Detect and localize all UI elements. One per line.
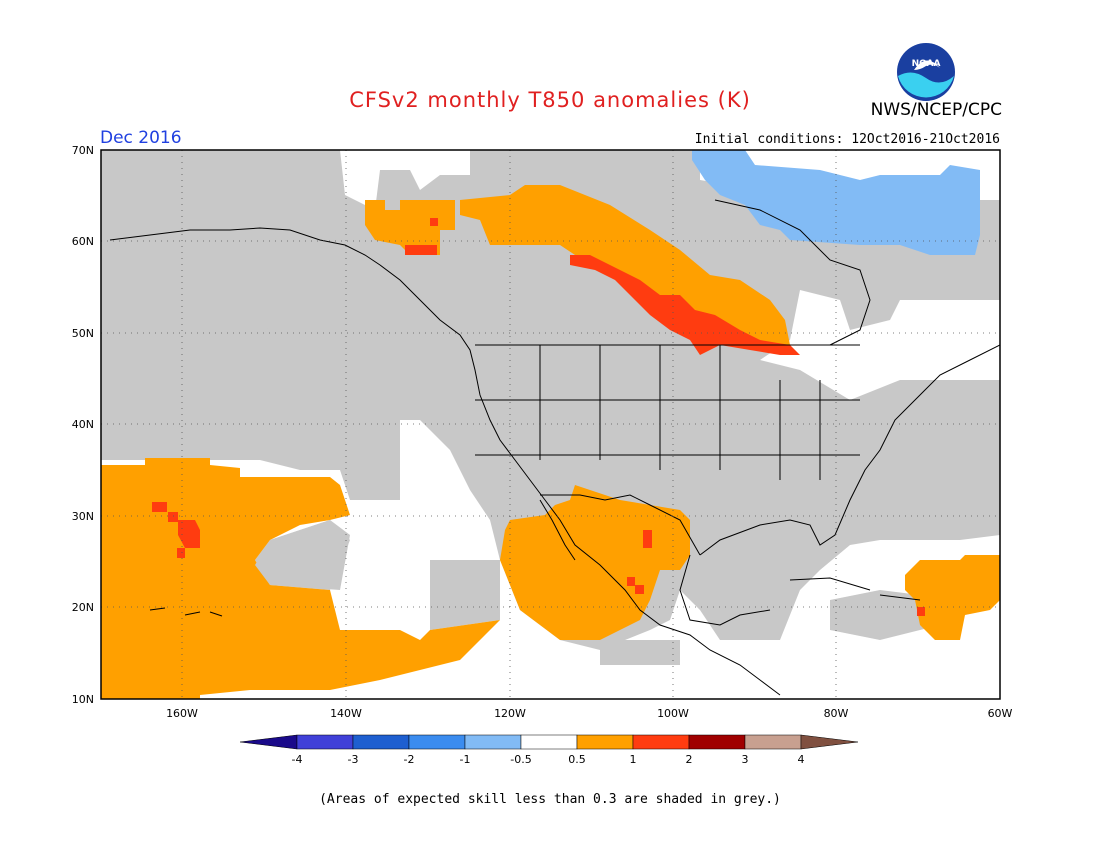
legend-tick: -1 <box>460 753 471 766</box>
lat-label: 20N <box>72 601 94 614</box>
legend-swatch <box>800 734 859 750</box>
legend-swatch <box>520 734 578 750</box>
legend-swatch <box>296 734 354 750</box>
legend-tick: 2 <box>686 753 693 766</box>
coastlines <box>109 199 1000 696</box>
legend-swatch <box>576 734 634 750</box>
skill-footnote: (Areas of expected skill less than 0.3 a… <box>319 792 781 807</box>
legend-swatch <box>408 734 466 750</box>
lat-label: 40N <box>72 418 94 431</box>
color-legend: -4 -3 -2 -1 -0.5 0.5 1 2 3 4 <box>239 734 859 766</box>
map-frame <box>100 149 1001 700</box>
lat-label: 60N <box>72 235 94 248</box>
lon-label: 60W <box>988 707 1013 720</box>
lon-label: 140W <box>330 707 362 720</box>
noaa-logo: NOAA <box>897 43 955 101</box>
legend-tick: -4 <box>292 753 303 766</box>
legend-tick: 3 <box>742 753 749 766</box>
lat-label: 70N <box>72 144 94 157</box>
chart-title: CFSv2 monthly T850 anomalies (K) <box>349 88 751 112</box>
lon-label: 160W <box>166 707 198 720</box>
legend-tick: -0.5 <box>510 753 531 766</box>
legend-swatch <box>464 734 522 750</box>
legend-tick: 1 <box>630 753 637 766</box>
agency-label: NWS/NCEP/CPC <box>870 100 1002 120</box>
legend-swatch <box>352 734 410 750</box>
forecast-month: Dec 2016 <box>100 128 182 148</box>
legend-tick: -2 <box>404 753 415 766</box>
legend-swatch <box>632 734 690 750</box>
mid-pacific-grey <box>255 520 350 590</box>
legend-tick: 4 <box>798 753 805 766</box>
lon-label: 120W <box>494 707 526 720</box>
legend-tick: -3 <box>348 753 359 766</box>
lat-label: 30N <box>72 510 94 523</box>
legend-swatch <box>688 734 746 750</box>
lat-label: 10N <box>72 693 94 706</box>
negative-anomaly-area <box>692 150 980 255</box>
strong-anomaly-areas <box>152 218 925 616</box>
positive-anomaly-areas <box>101 185 1000 699</box>
legend-swatch <box>239 734 298 750</box>
legend-tick: 0.5 <box>568 753 586 766</box>
lon-label: 100W <box>657 707 689 720</box>
lat-label: 50N <box>72 327 94 340</box>
noaa-logo-text: NOAA <box>912 59 941 69</box>
initial-conditions: Initial conditions: 12Oct2016-21Oct2016 <box>694 132 1000 147</box>
lon-label: 80W <box>824 707 849 720</box>
legend-swatch <box>744 734 802 750</box>
